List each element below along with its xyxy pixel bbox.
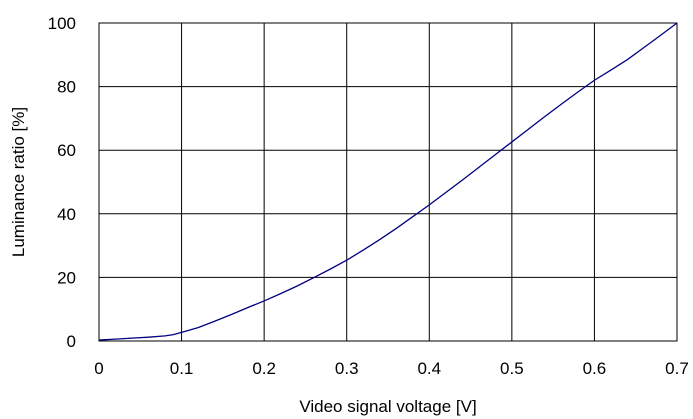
x-tick-label: 0.6	[583, 359, 607, 378]
x-tick-label: 0.5	[500, 359, 524, 378]
x-tick-label: 0	[94, 359, 103, 378]
luminance-curve	[98, 22, 678, 341]
x-tick-label: 0.1	[170, 359, 194, 378]
x-tick-label: 0.2	[252, 359, 276, 378]
x-tick-labels: 0 0.1 0.2 0.3 0.4 0.5 0.6 0.7	[94, 359, 689, 378]
y-tick-label: 0	[67, 332, 76, 351]
x-tick-label: 0.4	[417, 359, 441, 378]
x-tick-label: 0.3	[335, 359, 359, 378]
y-tick-label: 100	[48, 14, 76, 33]
y-tick-label: 20	[57, 268, 76, 287]
x-axis-label: Video signal voltage [V]	[299, 397, 476, 416]
y-tick-label: 60	[57, 141, 76, 160]
y-tick-label: 40	[57, 205, 76, 224]
y-tick-label: 80	[57, 78, 76, 97]
y-axis-label: Luminance ratio [%]	[9, 107, 28, 257]
x-tick-label: 0.7	[665, 359, 689, 378]
grid-lines	[99, 23, 677, 341]
y-tick-labels: 0 20 40 60 80 100	[48, 14, 76, 351]
plot-frame	[98, 22, 678, 342]
